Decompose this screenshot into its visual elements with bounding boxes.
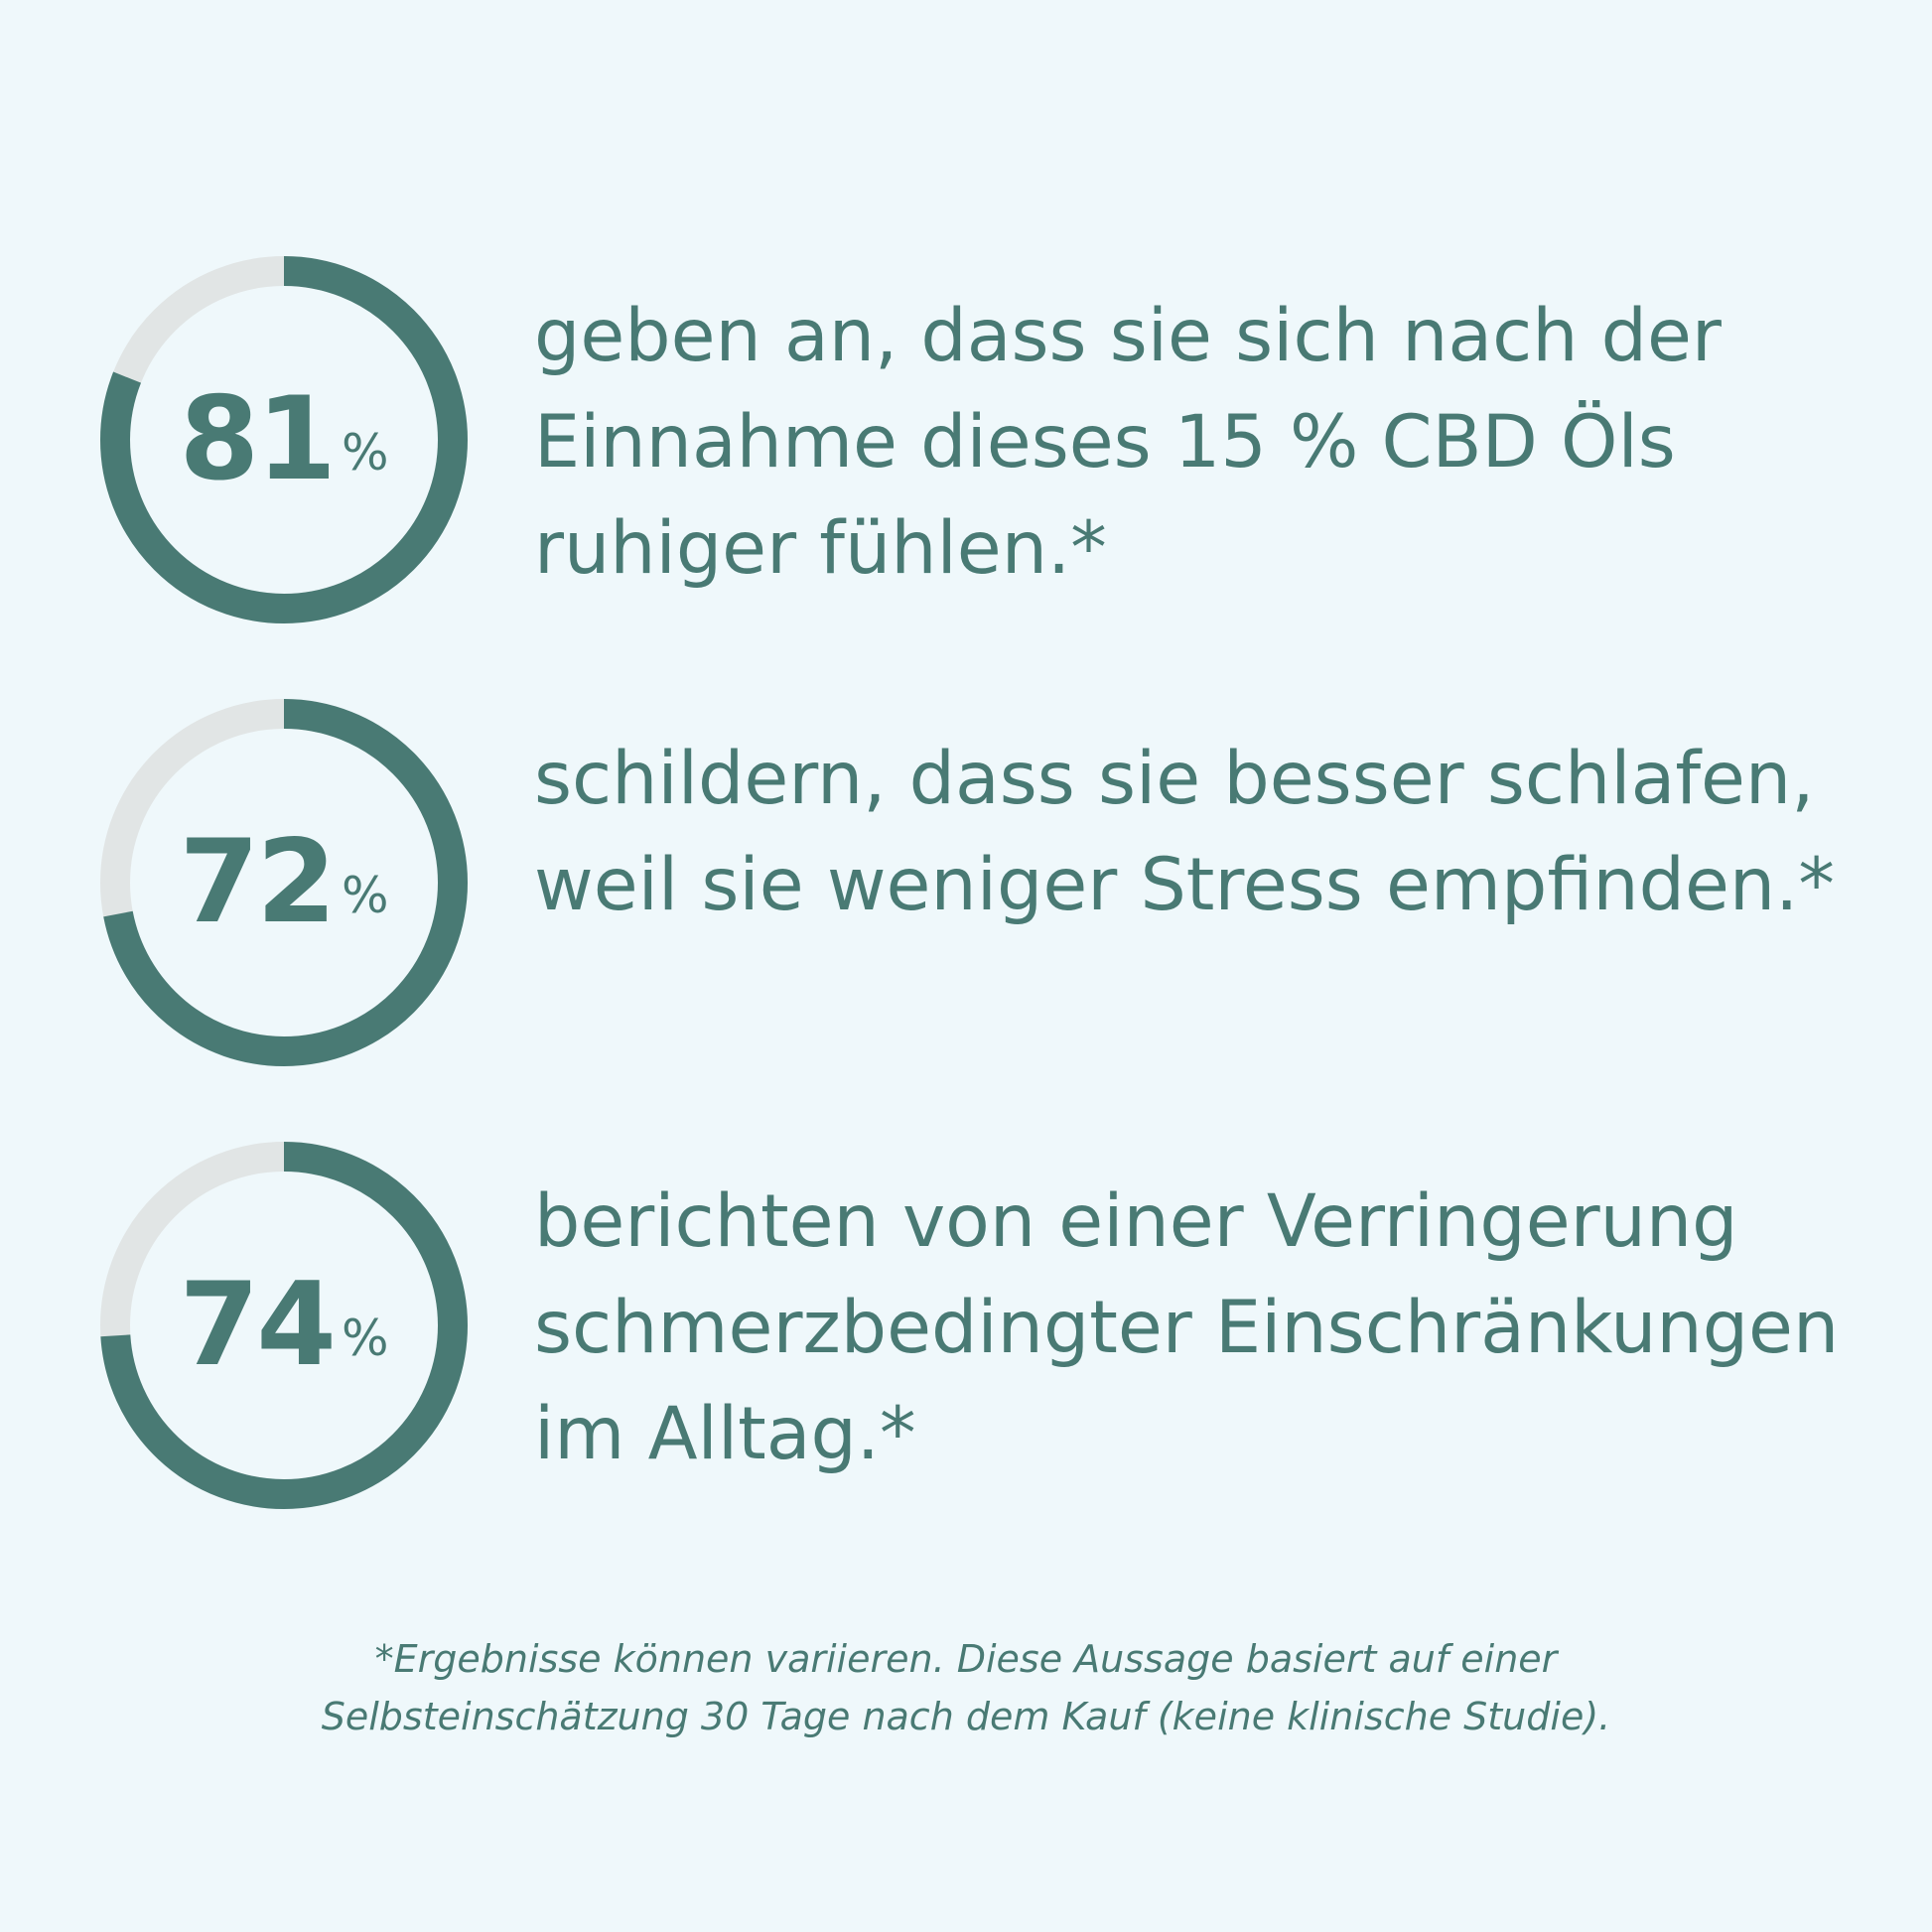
stat-description: geben an, dass sie sich nach der Einnahm… bbox=[534, 294, 1722, 591]
donut-svg-pain bbox=[100, 1142, 468, 1509]
donut-chart-sleep: 72 % bbox=[99, 698, 469, 1067]
donut-chart-calm: 81 % bbox=[99, 255, 469, 624]
donut-progress-arc bbox=[100, 1142, 468, 1509]
percentage-value: 72 bbox=[179, 815, 337, 949]
stat-description: schildern, dass sie besser schlafen, wei… bbox=[534, 737, 1835, 927]
percentage-value: 74 bbox=[179, 1258, 337, 1392]
percent-sign: % bbox=[341, 1310, 389, 1367]
footnote: *Ergebnisse können variieren. Diese Auss… bbox=[0, 1630, 1932, 1745]
donut-label: 72 % bbox=[99, 698, 469, 1067]
donut-progress-arc bbox=[100, 256, 468, 623]
stat-description: berichten von einer Verringerung schmerz… bbox=[534, 1179, 1840, 1476]
footnote-line: Selbsteinschätzung 30 Tage nach dem Kauf… bbox=[321, 1695, 1611, 1738]
donut-label: 74 % bbox=[99, 1141, 469, 1510]
donut-progress-arc bbox=[100, 699, 468, 1066]
footnote-line: *Ergebnisse können variieren. Diese Auss… bbox=[374, 1637, 1558, 1681]
donut-label: 81 % bbox=[99, 255, 469, 624]
donut-svg-calm bbox=[100, 256, 468, 623]
percent-sign: % bbox=[341, 424, 389, 482]
percent-sign: % bbox=[341, 867, 389, 924]
donut-svg-sleep bbox=[100, 699, 468, 1066]
percentage-value: 81 bbox=[179, 372, 337, 506]
donut-chart-pain: 74 % bbox=[99, 1141, 469, 1510]
